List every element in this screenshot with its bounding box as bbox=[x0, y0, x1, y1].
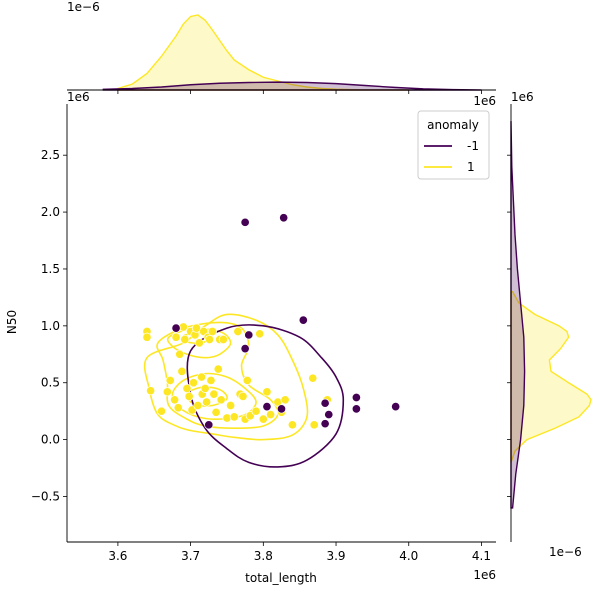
scatter-point-series-neg1 bbox=[391, 402, 401, 412]
scatter-point-series-1 bbox=[184, 391, 194, 401]
scatter-point-series-1 bbox=[266, 410, 276, 420]
marginal-y-density-series-1 bbox=[510, 291, 592, 463]
scatter-point-series-1 bbox=[209, 389, 219, 399]
scatter-point-series-1 bbox=[165, 375, 175, 386]
scatter-point-series-1 bbox=[173, 403, 183, 413]
scatter-point-series-neg1 bbox=[240, 217, 250, 227]
scatter-point-series-1 bbox=[255, 329, 265, 339]
x-axis-label: total_length bbox=[245, 571, 317, 585]
scatter-point-series-neg1 bbox=[262, 402, 272, 412]
scatter-point-series-1 bbox=[218, 334, 228, 345]
scatter-point-series-1 bbox=[146, 386, 156, 396]
x-offset-label: 1e6 bbox=[473, 568, 496, 582]
scatter-point-series-1 bbox=[177, 366, 187, 376]
scatter-point-series-neg1 bbox=[204, 420, 214, 430]
scatter-point-series-1 bbox=[207, 326, 217, 337]
scatter-point-series-neg1 bbox=[279, 213, 289, 223]
scatter-point-series-neg1 bbox=[276, 404, 287, 414]
y-tick-label: 1.0 bbox=[41, 319, 60, 333]
scatter-point-series-1 bbox=[196, 372, 207, 382]
scatter-point-series-1 bbox=[287, 420, 297, 430]
scatter-point-series-1 bbox=[309, 420, 319, 430]
scatter-point-series-1 bbox=[200, 383, 210, 393]
scatter-point-series-neg1 bbox=[240, 344, 250, 354]
scatter-point-series-1 bbox=[262, 387, 272, 397]
x-tick-label: 3.8 bbox=[254, 549, 273, 563]
scatter-point-series-1 bbox=[180, 334, 190, 345]
marginal-x-density-series-1 bbox=[117, 14, 409, 91]
marginal-y-offset-label: 1e−6 bbox=[549, 545, 582, 559]
marginal-y-densities bbox=[510, 121, 592, 509]
y-axis-label: N50 bbox=[5, 310, 19, 334]
x-tick-label: 3.7 bbox=[181, 549, 200, 563]
scatter-point-series-neg1 bbox=[351, 404, 361, 414]
scatter-point-series-1 bbox=[213, 364, 223, 374]
y-tick-label: 1.5 bbox=[41, 262, 60, 276]
y-ticks: −0.5 0.0 0.5 1.0 1.5 2.0 2.5 bbox=[31, 148, 511, 503]
y-tick-label: 2.0 bbox=[41, 205, 60, 219]
scatter-point-series-1 bbox=[204, 334, 215, 345]
scatter-point-series-neg1 bbox=[320, 398, 330, 408]
scatter-point-series-neg1 bbox=[351, 392, 361, 403]
marginal-y-axis-offset-label: 1e6 bbox=[511, 90, 534, 104]
marginal-x-offset-label: 1e−6 bbox=[67, 0, 100, 14]
scatter-point-series-neg1 bbox=[324, 410, 334, 420]
scatter-point-series-1 bbox=[171, 332, 181, 342]
scatter-point-series-1 bbox=[193, 400, 203, 411]
y-offset-label: 1e6 bbox=[67, 90, 90, 104]
marginal-x-axis-offset-label: 1e6 bbox=[473, 94, 496, 108]
scatter-point-series-neg1 bbox=[171, 323, 181, 333]
legend-label-series-1: 1 bbox=[467, 160, 475, 174]
marginal-x-panel: 1e−6 bbox=[67, 0, 482, 91]
scatter-point-series-1 bbox=[308, 373, 318, 383]
scatter-point-series-1 bbox=[156, 406, 167, 416]
x-tick-label: 3.9 bbox=[326, 549, 345, 563]
scatter-point-series-1 bbox=[258, 414, 268, 424]
y-tick-label: 0.5 bbox=[41, 376, 60, 390]
scatter-point-series-1 bbox=[211, 407, 221, 417]
scatter-point-series-neg1 bbox=[244, 330, 254, 340]
scatter-point-series-1 bbox=[191, 323, 201, 333]
scatter-point-series-1 bbox=[229, 412, 239, 422]
x-tick-label: 3.6 bbox=[108, 549, 127, 563]
legend: anomaly -1 1 bbox=[417, 110, 490, 180]
main-axes bbox=[66, 89, 512, 543]
scatter-point-series-neg1 bbox=[320, 419, 330, 429]
scatter-point-series-1 bbox=[233, 326, 243, 337]
marginal-y-panel: 1e−6 bbox=[510, 121, 592, 559]
main-scatter-panel: 3.6 3.7 3.8 3.9 4.0 4.1 −0.5 0.0 0.5 1.0 1.5 2.0 2.… bbox=[5, 89, 512, 585]
scatter-point-series-1 bbox=[202, 397, 212, 407]
scatter-point-series-1 bbox=[216, 395, 226, 405]
marginal-x-density-series-neg1 bbox=[102, 81, 482, 91]
legend-label-series-neg1: -1 bbox=[467, 139, 479, 153]
scatter-point-series-1 bbox=[194, 338, 204, 348]
y-tick-label: −0.5 bbox=[31, 489, 60, 503]
marginal-y-density-series-neg1 bbox=[510, 121, 526, 509]
scatter-point-series-1 bbox=[238, 391, 248, 401]
scatter-point-series-1 bbox=[242, 375, 252, 386]
marginal-x-densities bbox=[102, 14, 482, 91]
scatter-point-series-1 bbox=[175, 349, 185, 359]
scatter-point-series-1 bbox=[206, 375, 216, 386]
scatter-point-series-1 bbox=[170, 395, 180, 405]
scatter-point-series-1 bbox=[188, 378, 199, 388]
x-tick-label: 4.0 bbox=[399, 549, 418, 563]
kde-contour-series-neg1 bbox=[186, 323, 345, 468]
kde-contour-series-1 bbox=[143, 313, 309, 441]
scatter-point-series-1 bbox=[162, 387, 172, 397]
scatter-point-series-1 bbox=[226, 400, 236, 411]
legend-title: anomaly bbox=[427, 118, 479, 132]
legend-frame bbox=[417, 110, 490, 180]
scatter-point-series-1 bbox=[251, 406, 261, 416]
scatter-point-series-1 bbox=[280, 395, 290, 405]
x-ticks: 3.6 3.7 3.8 3.9 4.0 4.1 bbox=[108, 90, 491, 563]
scatter-point-series-neg1 bbox=[298, 315, 308, 325]
scatter-points bbox=[142, 213, 401, 430]
scatter-point-series-1 bbox=[142, 332, 152, 342]
x-tick-label: 4.1 bbox=[472, 549, 491, 563]
y-tick-label: 2.5 bbox=[41, 148, 60, 162]
y-tick-label: 0.0 bbox=[41, 433, 60, 447]
